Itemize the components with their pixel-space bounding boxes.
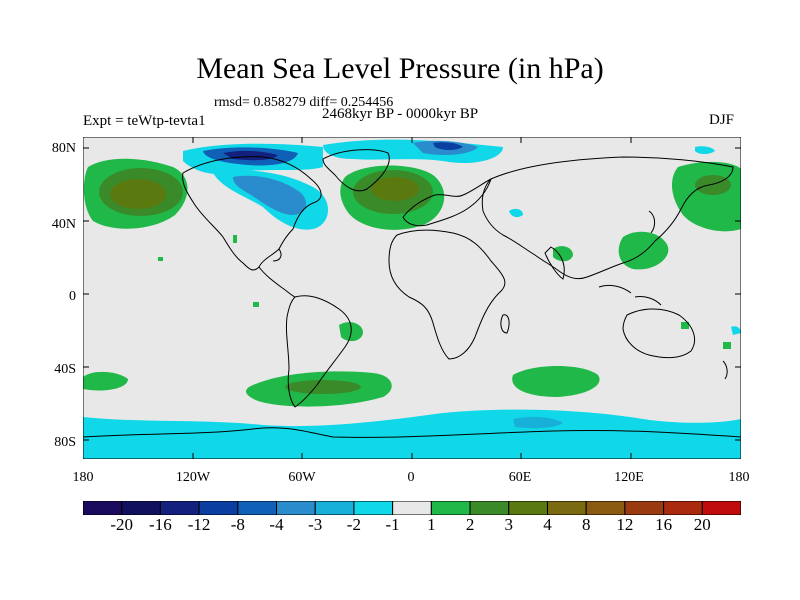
lat-label-40s: 40S [54, 362, 76, 377]
colorbar-label: -16 [149, 515, 172, 534]
colorbar-label: -1 [385, 515, 400, 534]
colorbar-box [353, 501, 394, 515]
lat-label-80s: 80S [54, 435, 76, 450]
lat-label-80n: 80N [51, 141, 76, 156]
colorbar-box [237, 501, 278, 515]
colorbar-box [701, 501, 741, 515]
lon-label-120w: 120W [175, 470, 211, 485]
colorbar-label: 20 [693, 515, 711, 534]
colorbar-box [392, 501, 432, 515]
colorbar-label: 8 [581, 515, 591, 534]
colorbar-box [159, 501, 200, 515]
lon-label-0: 0 [407, 470, 415, 485]
colorbar-label: 2 [465, 515, 475, 534]
colorbar-label: -8 [230, 515, 245, 534]
colorbar-label: -20 [110, 515, 134, 534]
colorbar-box [585, 501, 626, 515]
colorbar-label: 3 [504, 515, 514, 534]
lat-label-0: 0 [69, 289, 76, 304]
lon-label-60w: 60W [288, 470, 316, 485]
colorbar-box [469, 501, 510, 515]
colorbar-label: 1 [427, 515, 436, 534]
colorbar-label: -4 [269, 515, 284, 534]
colorbar-box [663, 501, 703, 515]
lat-label-40n: 40N [51, 217, 76, 232]
colorbar-box [198, 501, 239, 515]
positive-core-regions [99, 168, 731, 394]
stats-label: rmsd= 0.858279 diff= 0.254456 [214, 95, 394, 110]
lon-label-60e: 60E [508, 470, 532, 485]
map-ticks [83, 137, 741, 459]
colorbar-box [276, 501, 316, 515]
pressure-difference-map [83, 137, 741, 459]
colorbar-label: -3 [308, 515, 323, 534]
lon-label-180e: 180 [728, 470, 750, 485]
colorbar-box [624, 501, 665, 515]
colorbar-label: -12 [187, 515, 211, 534]
colorbar-label: 12 [616, 515, 634, 534]
colorbar-box [508, 501, 548, 515]
colorbar-box [430, 501, 471, 515]
lon-label-120e: 120E [614, 470, 644, 485]
colorbar-box [121, 501, 161, 515]
colorbar-label: -2 [346, 515, 361, 534]
lon-label-180w: 180 [72, 470, 94, 485]
period-label: 2468kyr BP - 0000kyr BP [322, 106, 479, 122]
season-label: DJF [709, 112, 735, 128]
map-title: Mean Sea Level Pressure (in hPa) [196, 52, 604, 85]
colorbar-box [314, 501, 355, 515]
colorbar-label: 16 [655, 515, 673, 534]
colorbar-label: 4 [543, 515, 552, 534]
colorbar [83, 501, 741, 515]
experiment-label: Expt = teWtp-tevta1 [83, 113, 206, 129]
colorbar-box [546, 501, 587, 515]
coastlines [83, 149, 741, 438]
colorbar-box [83, 501, 123, 515]
